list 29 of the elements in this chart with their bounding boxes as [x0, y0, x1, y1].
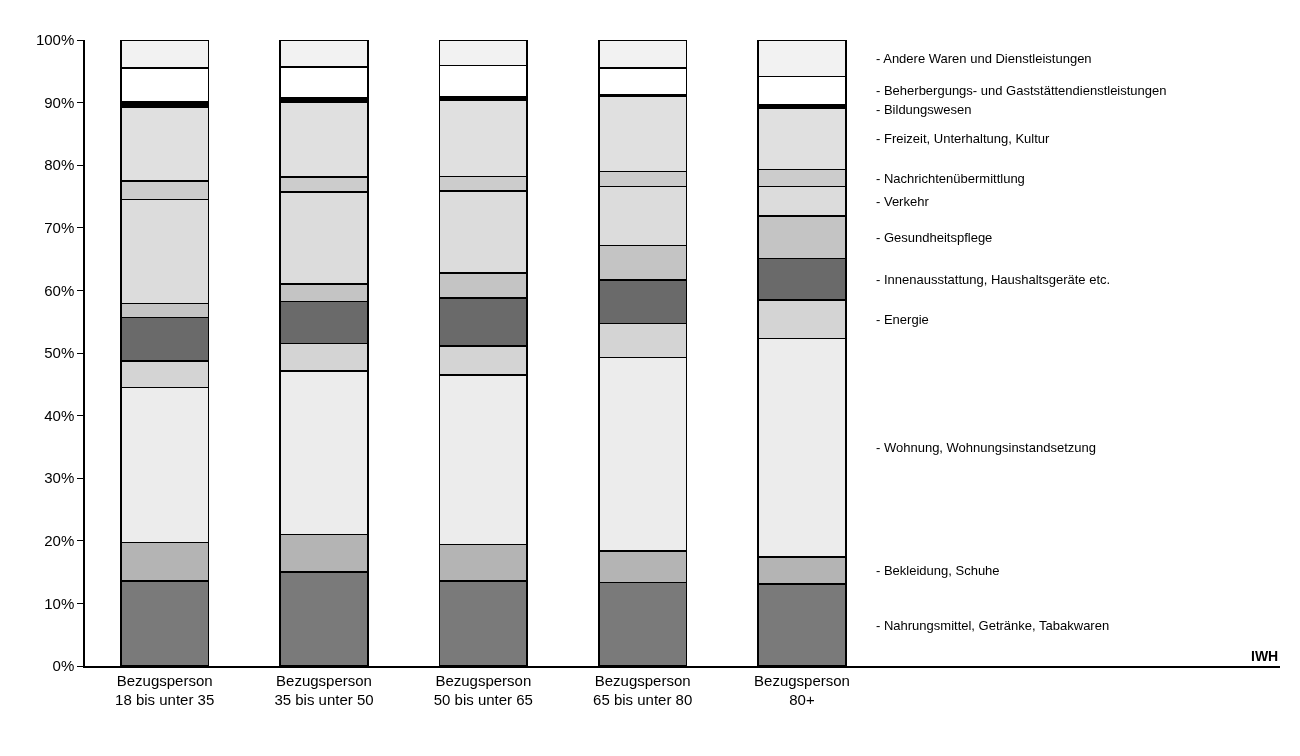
- x-tick-label: Bezugsperson 35 bis unter 50: [274, 671, 374, 709]
- text: - Gesundheitspflege: [876, 230, 993, 245]
- text: - Verkehr: [876, 194, 930, 209]
- text: - Freizeit, Unterhaltung, Kultur: [876, 131, 1051, 146]
- text: IWH: [1251, 648, 1279, 664]
- y-tick-label: 50%: [44, 344, 75, 362]
- text: - Beherbergungs- und Gaststättendienstleistungen: [876, 83, 1167, 98]
- x-tick-label: Bezugsperson 65 bis unter 80: [593, 671, 693, 709]
- y-tick-label: 90%: [44, 93, 75, 111]
- x-tick-label: Bezugsperson 50 bis unter 65: [433, 671, 533, 709]
- y-tick-label: 60%: [44, 281, 75, 299]
- x-tick-label: Bezugsperson 18 bis unter 35: [115, 671, 215, 709]
- text: - Nahrungsmittel, Getränke, Tabakwaren: [876, 618, 1110, 633]
- text: - Energie: [876, 312, 929, 327]
- text: - Bekleidung, Schuhe: [876, 563, 1000, 578]
- y-tick-label: 100%: [35, 31, 75, 49]
- y-tick-label: 10%: [44, 594, 75, 612]
- y-tick-label: 40%: [44, 406, 75, 424]
- text: - Bildungswesen: [876, 102, 972, 117]
- y-tick-label: 30%: [44, 469, 75, 487]
- text: - Wohnung, Wohnungsinstandsetzung: [876, 440, 1096, 455]
- text: - Andere Waren und Dienstleistungen: [876, 51, 1092, 66]
- text: - Innenausstattung, Haushaltsgeräte etc.: [876, 272, 1111, 287]
- y-tick-label: 0%: [52, 657, 75, 675]
- text: - Nachrichtenübermittlung: [876, 171, 1025, 186]
- y-tick-label: 80%: [44, 156, 75, 174]
- y-tick-label: 20%: [44, 532, 75, 550]
- y-tick-label: 70%: [44, 219, 75, 237]
- x-tick-label: Bezugsperson 80+: [754, 671, 850, 709]
